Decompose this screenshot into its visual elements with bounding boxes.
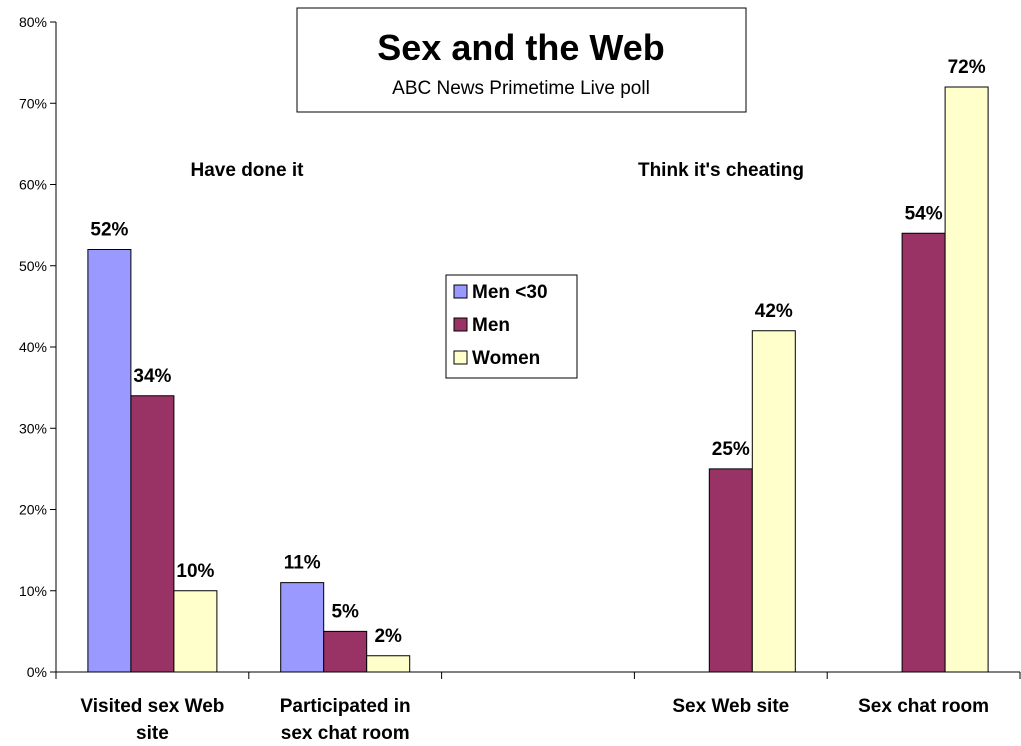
data-label: 72% xyxy=(948,57,986,78)
data-label: 2% xyxy=(374,626,402,647)
y-tick-label: 60% xyxy=(19,177,47,193)
x-category-label: sex chat room xyxy=(281,723,410,744)
legend-swatch xyxy=(453,284,468,299)
bars xyxy=(87,86,989,673)
data-label: 42% xyxy=(755,301,793,322)
bar xyxy=(87,249,132,673)
x-category-label: Visited sex Web xyxy=(80,696,224,717)
legend-label: Men xyxy=(472,315,510,336)
y-tick-label: 70% xyxy=(19,95,47,111)
y-tick-label: 0% xyxy=(27,664,47,680)
data-label: 5% xyxy=(331,601,359,622)
y-tick-label: 20% xyxy=(19,502,47,518)
data-label: 54% xyxy=(905,203,943,224)
legend-swatch xyxy=(453,317,468,332)
group-label: Think it's cheating xyxy=(638,160,804,181)
data-label: 10% xyxy=(176,561,214,582)
chart-subtitle: ABC News Primetime Live poll xyxy=(392,78,650,99)
group-label: Have done it xyxy=(191,160,305,181)
data-label: 25% xyxy=(712,439,750,460)
bar xyxy=(901,232,946,673)
legend-label: Men <30 xyxy=(472,282,548,303)
data-labels: 52% 34% 10% 11% 5% 2% 25% 42% 54% 72% xyxy=(90,57,985,647)
bar xyxy=(366,655,411,673)
x-category-label: site xyxy=(136,723,169,744)
x-category-label: Sex chat room xyxy=(858,696,989,717)
x-category-label: Sex Web site xyxy=(672,696,789,717)
bar xyxy=(280,582,325,673)
bar xyxy=(708,468,753,673)
title-box: Sex and the Web ABC News Primetime Live … xyxy=(296,7,747,113)
data-label: 52% xyxy=(90,220,128,241)
data-label: 11% xyxy=(284,553,321,574)
bar xyxy=(323,630,368,673)
bar xyxy=(130,395,175,673)
y-tick-label: 30% xyxy=(19,420,47,436)
y-tick-label: 50% xyxy=(19,258,47,274)
chart-title: Sex and the Web xyxy=(377,27,664,68)
y-tick-label: 10% xyxy=(19,583,47,599)
y-tick-label: 40% xyxy=(19,339,47,355)
bar xyxy=(173,590,218,673)
axes: 0% 10% 20% 30% 40% 50% 60% 70% 80% Visited sex We… xyxy=(19,14,1021,744)
y-tick-label: 80% xyxy=(19,14,47,30)
legend-box xyxy=(445,274,578,379)
x-category-label: Participated in xyxy=(280,696,411,717)
bar xyxy=(944,86,989,673)
data-label: 34% xyxy=(133,366,171,387)
legend-label: Women xyxy=(472,348,540,369)
bar xyxy=(751,330,796,673)
legend: Men <30 Men Women xyxy=(445,274,578,379)
group-labels: Have done it Think it's cheating xyxy=(191,160,805,181)
legend-swatch xyxy=(453,350,468,365)
